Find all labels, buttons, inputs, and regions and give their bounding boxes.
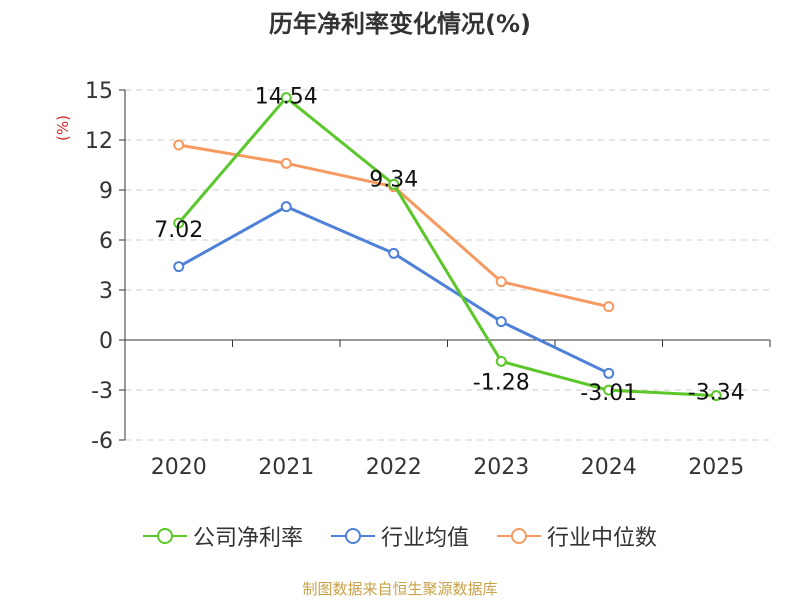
y-tick-label: 12: [85, 129, 113, 154]
y-tick-label: 9: [99, 179, 113, 204]
data-label: 14.54: [255, 85, 318, 110]
data-point: [280, 92, 292, 104]
data-point: [280, 201, 292, 213]
data-point: [173, 139, 185, 151]
legend-marker-industry-avg: [330, 528, 375, 544]
data-point: [388, 247, 400, 259]
data-point: [280, 157, 292, 169]
data-point: [388, 178, 400, 190]
data-point: [495, 355, 507, 367]
x-tick-label: 2022: [366, 455, 422, 480]
series-line: [177, 96, 717, 398]
data-point: [495, 276, 507, 288]
legend-label-industry-avg: 行业均值: [380, 526, 469, 551]
y-tick-label: -6: [91, 429, 113, 454]
data-label: -3.01: [580, 381, 637, 406]
y-tick-label: 15: [85, 79, 113, 104]
data-point: [603, 367, 615, 379]
y-tick-label: 0: [99, 329, 113, 354]
data-point: [173, 217, 185, 229]
data-label: -1.28: [473, 370, 530, 395]
legend-marker-company: [142, 528, 187, 544]
data-point: [603, 301, 615, 313]
data-label: 7.02: [154, 218, 203, 243]
x-tick-label: 2020: [151, 455, 207, 480]
x-tick-label: 2021: [258, 455, 314, 480]
x-tick-label: 2023: [473, 455, 529, 480]
legend-label-industry-median: 行业中位数: [547, 526, 658, 551]
legend-item-industry-median[interactable]: 行业中位数: [497, 520, 657, 552]
data-label: -3.34: [688, 381, 745, 406]
chart-title: 历年净利率变化情况(%): [269, 10, 531, 38]
legend-item-company[interactable]: 公司净利率: [142, 520, 303, 552]
data-point: [710, 390, 722, 402]
legend-item-industry-avg[interactable]: 行业均值: [330, 520, 469, 552]
x-tick-label: 2025: [688, 455, 744, 480]
data-label: 9.34: [369, 167, 418, 192]
source-footer: 制图数据来自恒生聚源数据库: [302, 580, 498, 598]
data-point: [495, 316, 507, 328]
y-tick-label: -3: [91, 379, 113, 404]
legend: 公司净利率 行业均值 行业中位数: [0, 520, 800, 552]
y-tick-label: 3: [99, 279, 113, 304]
data-point: [603, 384, 615, 396]
y-axis-label: (%): [54, 115, 72, 141]
x-tick-label: 2024: [581, 455, 637, 480]
y-tick-label: 6: [99, 229, 113, 254]
data-point: [173, 261, 185, 273]
legend-marker-industry-median: [497, 528, 541, 544]
legend-label-company: 公司净利率: [192, 526, 303, 551]
